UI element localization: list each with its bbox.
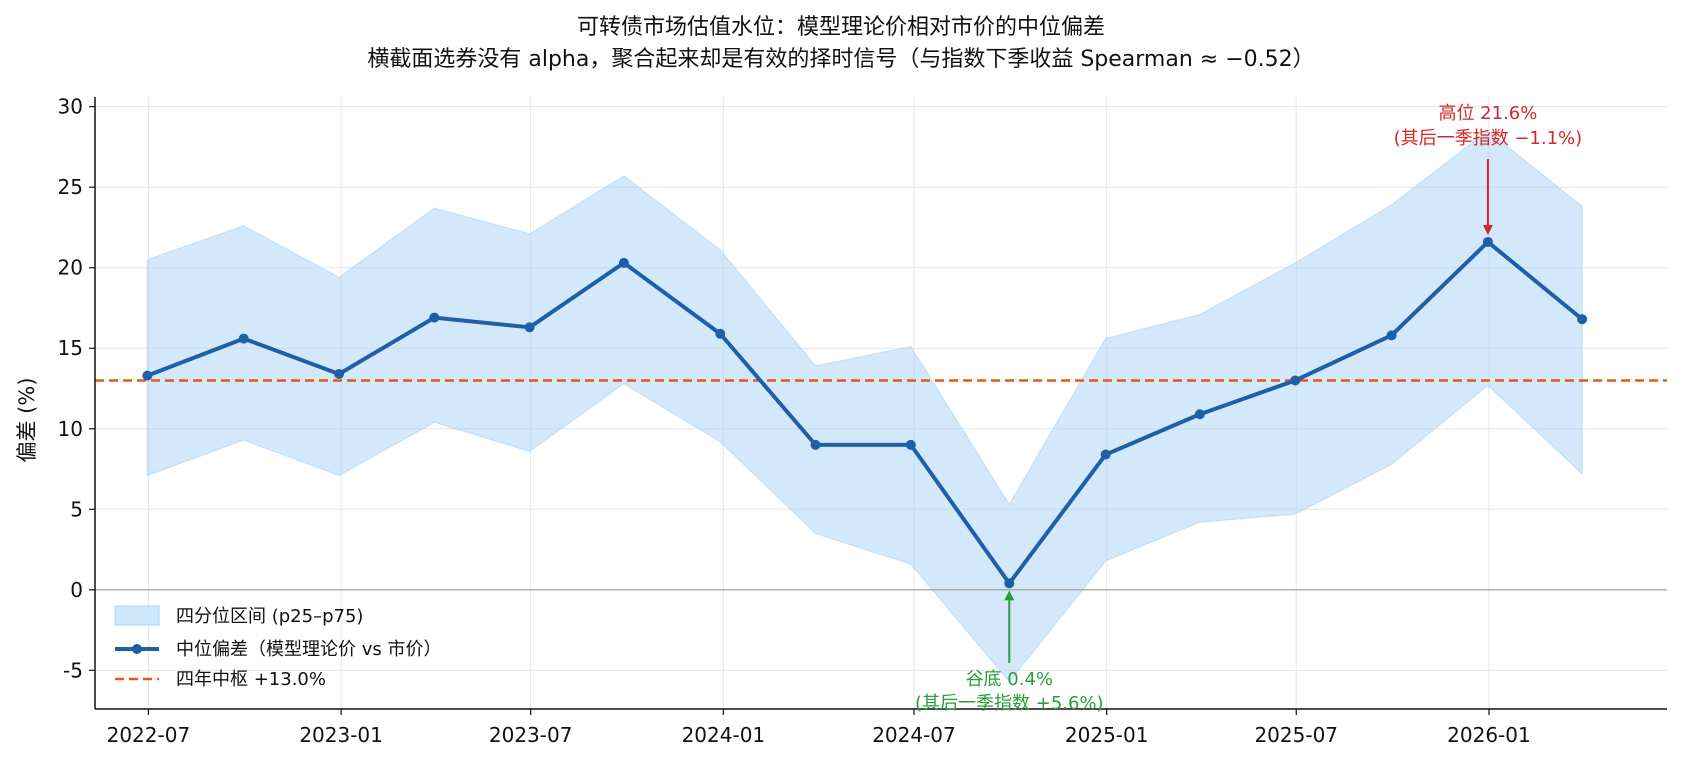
data-point bbox=[905, 439, 916, 450]
y-tick-label: 15 bbox=[58, 336, 83, 360]
y-tick-label: 20 bbox=[58, 256, 83, 280]
data-point bbox=[1482, 236, 1493, 247]
axes: -5 0 5 10 15 20 25 30 2022-07 2023-01 2023-07 2024-… bbox=[58, 95, 1667, 747]
legend-reference-label: 四年中枢 +13.0% bbox=[176, 669, 326, 690]
annotation-high-label: 高位 21.6% bbox=[1438, 103, 1537, 124]
quartile-band bbox=[146, 130, 1583, 683]
legend: 四分位区间 (p25–p75) 中位偏差（模型理论价 vs 市价） 四年中枢 +… bbox=[114, 605, 441, 690]
reference-lines-layer bbox=[95, 379, 1667, 591]
legend-series-label: 中位偏差（模型理论价 vs 市价） bbox=[176, 639, 441, 660]
chart-title: 可转债市场估值水位：模型理论价相对市价的中位偏差 bbox=[577, 15, 1105, 40]
chart-subtitle: 横截面选券没有 alpha，聚合起来却是有效的择时信号（与指数下季收益 Spea… bbox=[367, 47, 1314, 72]
data-point bbox=[810, 439, 821, 450]
legend-band-swatch bbox=[114, 605, 160, 626]
legend-band-label: 四分位区间 (p25–p75) bbox=[176, 606, 363, 627]
data-point bbox=[238, 333, 249, 344]
y-tick-label: 30 bbox=[58, 95, 83, 119]
data-point bbox=[1386, 330, 1397, 341]
data-point bbox=[1290, 375, 1301, 386]
data-point bbox=[1194, 409, 1205, 420]
data-point bbox=[618, 257, 629, 268]
data-point bbox=[429, 312, 440, 323]
y-tick-label: 10 bbox=[58, 417, 83, 441]
quartile-band-layer bbox=[146, 130, 1583, 683]
x-tick-label: 2023-01 bbox=[299, 723, 383, 747]
x-tick-label: 2025-01 bbox=[1065, 723, 1149, 747]
data-point bbox=[334, 369, 345, 380]
x-tick-label: 2024-01 bbox=[682, 723, 766, 747]
annotation-low-arrowhead bbox=[1004, 590, 1015, 601]
legend-series-marker bbox=[132, 644, 142, 654]
y-tick-label: 5 bbox=[70, 497, 83, 521]
y-tick-label: 25 bbox=[58, 175, 83, 199]
annotation-high-sublabel: (其后一季指数 −1.1%) bbox=[1394, 128, 1583, 149]
annotation-low-label: 谷底 0.4% bbox=[966, 669, 1053, 690]
x-tick-label: 2025-07 bbox=[1254, 723, 1338, 747]
x-tick-label: 2024-07 bbox=[872, 723, 956, 747]
x-tick-label: 2022-07 bbox=[107, 723, 191, 747]
y-axis-label: 偏差 (%) bbox=[15, 377, 39, 462]
series-layer bbox=[142, 236, 1588, 589]
data-point bbox=[142, 370, 153, 381]
data-point bbox=[715, 328, 726, 339]
annotations: 高位 21.6% (其后一季指数 −1.1%) 谷底 0.4% (其后一季指数 +5.… bbox=[915, 103, 1582, 714]
x-tick-label: 2023-07 bbox=[489, 723, 573, 747]
data-point bbox=[1004, 578, 1015, 589]
series-line bbox=[146, 239, 1584, 586]
data-point bbox=[1577, 314, 1588, 325]
data-point bbox=[524, 322, 535, 333]
x-tick-label: 2026-01 bbox=[1447, 723, 1531, 747]
data-point bbox=[1100, 449, 1111, 460]
y-tick-label: -5 bbox=[63, 658, 83, 682]
annotation-high-arrowhead bbox=[1482, 224, 1493, 235]
y-tick-label: 0 bbox=[70, 578, 83, 602]
annotation-low-sublabel: (其后一季指数 +5.6%) bbox=[915, 693, 1104, 714]
